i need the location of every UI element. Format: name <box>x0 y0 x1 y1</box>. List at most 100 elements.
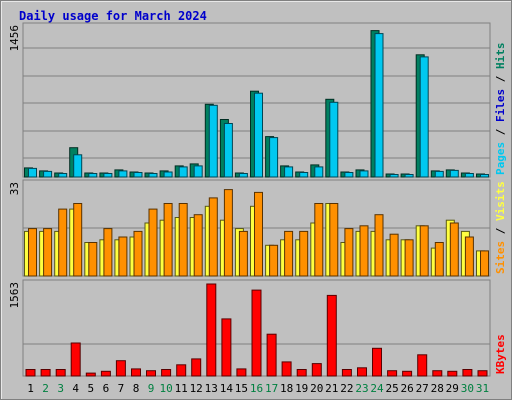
bar-kbytes-day-23 <box>357 367 367 377</box>
bar-sites-day-25 <box>389 233 399 277</box>
bar-kbytes-day-8 <box>131 368 141 377</box>
x-tick-label-18: 18 <box>280 382 293 395</box>
x-tick-label-6: 6 <box>103 382 110 395</box>
bar-files-day-26 <box>404 174 414 178</box>
bar-files-day-20 <box>314 166 324 178</box>
bar-files-day-21 <box>329 101 339 178</box>
bar-sites-day-26 <box>404 239 414 277</box>
x-tick-label-17: 17 <box>265 382 278 395</box>
x-tick-label-30: 30 <box>461 382 474 395</box>
bar-files-day-4 <box>73 154 83 178</box>
bar-kbytes-day-9 <box>146 370 156 377</box>
x-tick-label-13: 13 <box>205 382 218 395</box>
x-tick-label-15: 15 <box>235 382 248 395</box>
legend-separator: / <box>494 69 507 89</box>
bar-files-day-1 <box>28 167 37 178</box>
bar-files-day-27 <box>419 56 429 178</box>
panel-sites-visits: 33 Sites / Visits <box>8 179 507 277</box>
bar-kbytes-day-12 <box>191 358 202 377</box>
x-tick-label-27: 27 <box>416 382 429 395</box>
bar-sites-day-4 <box>73 203 83 277</box>
bar-files-day-14 <box>223 123 233 178</box>
bar-kbytes-day-25 <box>387 370 398 377</box>
bar-sites-day-1 <box>28 228 37 277</box>
bar-files-day-30 <box>464 173 474 178</box>
bar-files-day-15 <box>238 173 248 178</box>
bar-files-day-31 <box>480 174 489 178</box>
bar-kbytes-day-16 <box>251 289 262 377</box>
legend-hits-files-pages: Pages / Files / Hits <box>494 43 507 176</box>
x-tick-label-21: 21 <box>325 382 338 395</box>
bar-sites-day-6 <box>103 228 113 277</box>
bar-files-day-25 <box>389 174 399 178</box>
bar-files-day-7 <box>118 170 128 178</box>
bar-kbytes-day-31 <box>477 370 488 377</box>
x-tick-label-7: 7 <box>118 382 125 395</box>
bar-sites-day-16 <box>254 191 263 277</box>
bar-sites-day-13 <box>208 197 218 277</box>
bar-kbytes-day-5 <box>85 372 96 377</box>
bar-files-day-3 <box>58 173 68 178</box>
x-tick-label-20: 20 <box>310 382 323 395</box>
chart-title: Daily usage for March 2024 <box>19 9 207 23</box>
legend-sites-visits: Sites / Visits <box>494 181 507 274</box>
bar-sites-day-31 <box>480 250 489 277</box>
bar-files-day-5 <box>88 173 98 178</box>
legend-kbytes: KBytes <box>494 334 507 374</box>
bar-sites-day-23 <box>359 225 369 277</box>
bar-kbytes-day-2 <box>40 369 51 377</box>
legend-entry-hits: Hits <box>494 43 507 70</box>
panel-hits-files-pages: 1456 Pages / Files / Hits <box>8 22 507 178</box>
x-tick-label-24: 24 <box>370 382 384 395</box>
bar-kbytes-day-20 <box>311 363 322 377</box>
x-tick-label-9: 9 <box>148 382 155 395</box>
bar-files-day-19 <box>299 172 309 178</box>
bar-files-day-29 <box>449 169 459 178</box>
bar-kbytes-day-4 <box>70 342 81 377</box>
bar-sites-day-12 <box>193 214 203 277</box>
bar-kbytes-day-14 <box>221 318 232 377</box>
bar-sites-day-7 <box>118 236 128 277</box>
bar-kbytes-day-22 <box>341 369 352 377</box>
bar-files-day-8 <box>133 172 143 178</box>
bar-kbytes-day-17 <box>266 333 277 377</box>
y-max-label: 1456 <box>8 25 21 52</box>
bar-kbytes-day-21 <box>326 294 337 377</box>
x-tick-label-11: 11 <box>175 382 188 395</box>
bar-kbytes-day-26 <box>402 370 413 377</box>
x-tick-label-28: 28 <box>431 382 444 395</box>
legend-separator: / <box>494 122 507 142</box>
bar-sites-day-15 <box>238 230 248 277</box>
bar-files-day-10 <box>163 171 173 178</box>
bar-sites-day-30 <box>464 236 474 277</box>
chart-panels: 1456 Pages / Files / Hits 33 Sites / Visits… <box>8 22 507 395</box>
bar-kbytes-day-27 <box>417 354 428 377</box>
x-tick-label-12: 12 <box>190 382 203 395</box>
x-tick-label-25: 25 <box>385 382 398 395</box>
bar-files-day-9 <box>148 173 158 178</box>
bar-files-day-24 <box>374 33 384 178</box>
bar-kbytes-day-24 <box>372 347 382 377</box>
bar-sites-day-8 <box>133 230 143 277</box>
bar-files-day-13 <box>208 104 218 178</box>
bar-sites-day-19 <box>299 230 309 277</box>
bar-files-day-11 <box>178 166 188 178</box>
bar-sites-day-14 <box>223 189 233 277</box>
bar-sites-day-18 <box>284 230 294 277</box>
bar-sites-day-11 <box>178 203 188 277</box>
y-max-label: 33 <box>8 182 21 195</box>
bar-kbytes-day-30 <box>462 369 473 377</box>
bar-sites-day-2 <box>43 228 53 277</box>
bar-kbytes-day-18 <box>281 361 292 377</box>
bar-files-day-28 <box>434 170 444 178</box>
bar-kbytes-day-6 <box>100 370 111 377</box>
bar-sites-day-27 <box>419 225 429 277</box>
bar-kbytes-day-15 <box>236 368 247 377</box>
bar-files-day-2 <box>43 170 53 178</box>
x-tick-label-19: 19 <box>295 382 308 395</box>
bar-kbytes-day-3 <box>55 369 66 377</box>
y-max-label: 1563 <box>8 282 21 309</box>
legend-entry-visits: Visits <box>494 181 507 221</box>
bar-files-day-17 <box>269 137 279 178</box>
x-tick-label-2: 2 <box>42 382 49 395</box>
